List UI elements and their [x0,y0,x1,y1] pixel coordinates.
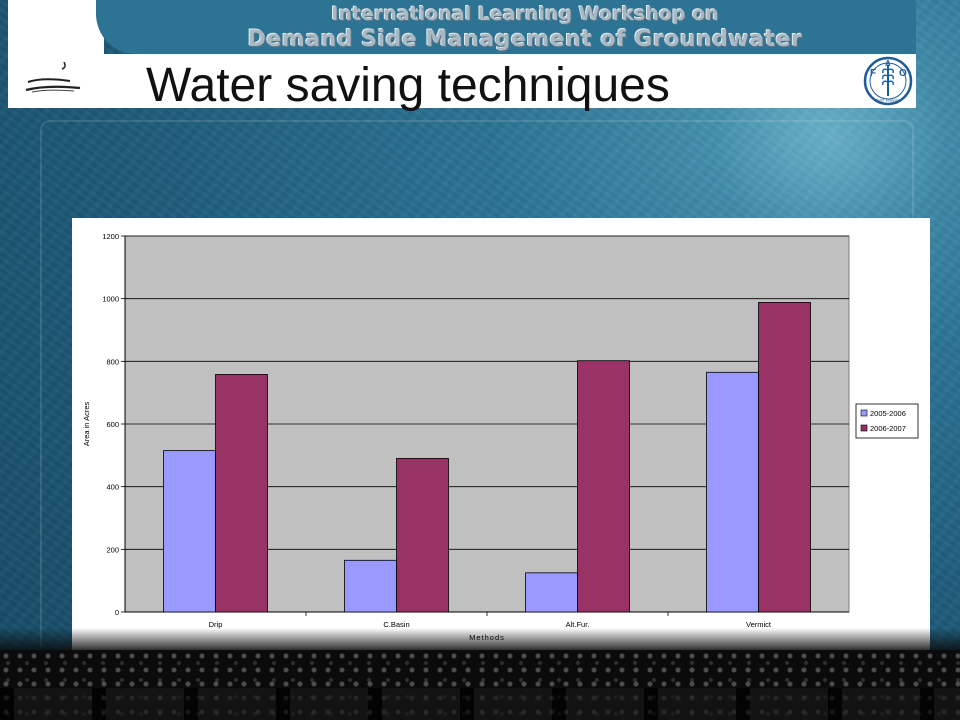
fao-letter-o: O [899,68,907,79]
bar-2006-2007-drip [215,374,268,613]
bar-2005-2006-drip [163,450,216,613]
y-tick-label: 1000 [102,295,119,304]
fao-letter-f: F [870,68,876,79]
chart-panel: 0 200 400 600 800 1000 1200 Drip C.Basin Alt.Fur.… [72,218,930,650]
y-axis-title: Area in Acres [82,401,91,446]
x-tick-label: Alt.Fur. [566,620,590,629]
legend-swatch-2006-2007 [860,424,868,432]
bar-2005-2006-vermict [706,371,759,613]
page-title: Water saving techniques [146,59,670,112]
film-strip-fade [0,628,960,654]
bar-chart: 0 200 400 600 800 1000 1200 Drip C.Basin Alt.Fur.… [82,232,919,642]
legend-swatch-2005-2006 [860,409,868,417]
x-tick-label: Drip [209,620,223,629]
y-tick-label: 200 [106,545,119,554]
workshop-title-line2: Demand Side Management of Groundwater [247,27,803,52]
y-tick-label: 400 [106,483,119,492]
legend-label: 2006-2007 [870,424,906,433]
y-tick-label: 800 [106,357,119,366]
bar-2005-2006-cbasin [344,559,397,613]
y-tick-label: 1200 [102,232,119,241]
bar-2006-2007-vermict [758,302,811,613]
fao-logo-icon: F A O FIAT PANIS [863,56,913,106]
fao-motto: FIAT PANIS [875,98,899,103]
bar-2006-2007-cbasin [396,458,449,613]
legend-label: 2005-2006 [870,409,906,418]
header-banner [96,0,916,54]
workshop-title-line1: International Learning Workshop on [331,3,719,25]
film-strip-decoration [0,650,960,720]
film-strip-cells [0,688,960,720]
legend [855,403,919,439]
y-tick-label: 0 [115,608,119,617]
x-tick-label: C.Basin [383,620,409,629]
bar-2005-2006-altfur [525,572,578,613]
x-tick-label: Vermict [746,620,772,629]
y-tick-label: 600 [106,420,119,429]
fao-letter-a: A [885,59,891,68]
bar-2006-2007-altfur [577,360,630,613]
title-bar [8,54,916,108]
workshop-logo-icon [25,62,81,93]
